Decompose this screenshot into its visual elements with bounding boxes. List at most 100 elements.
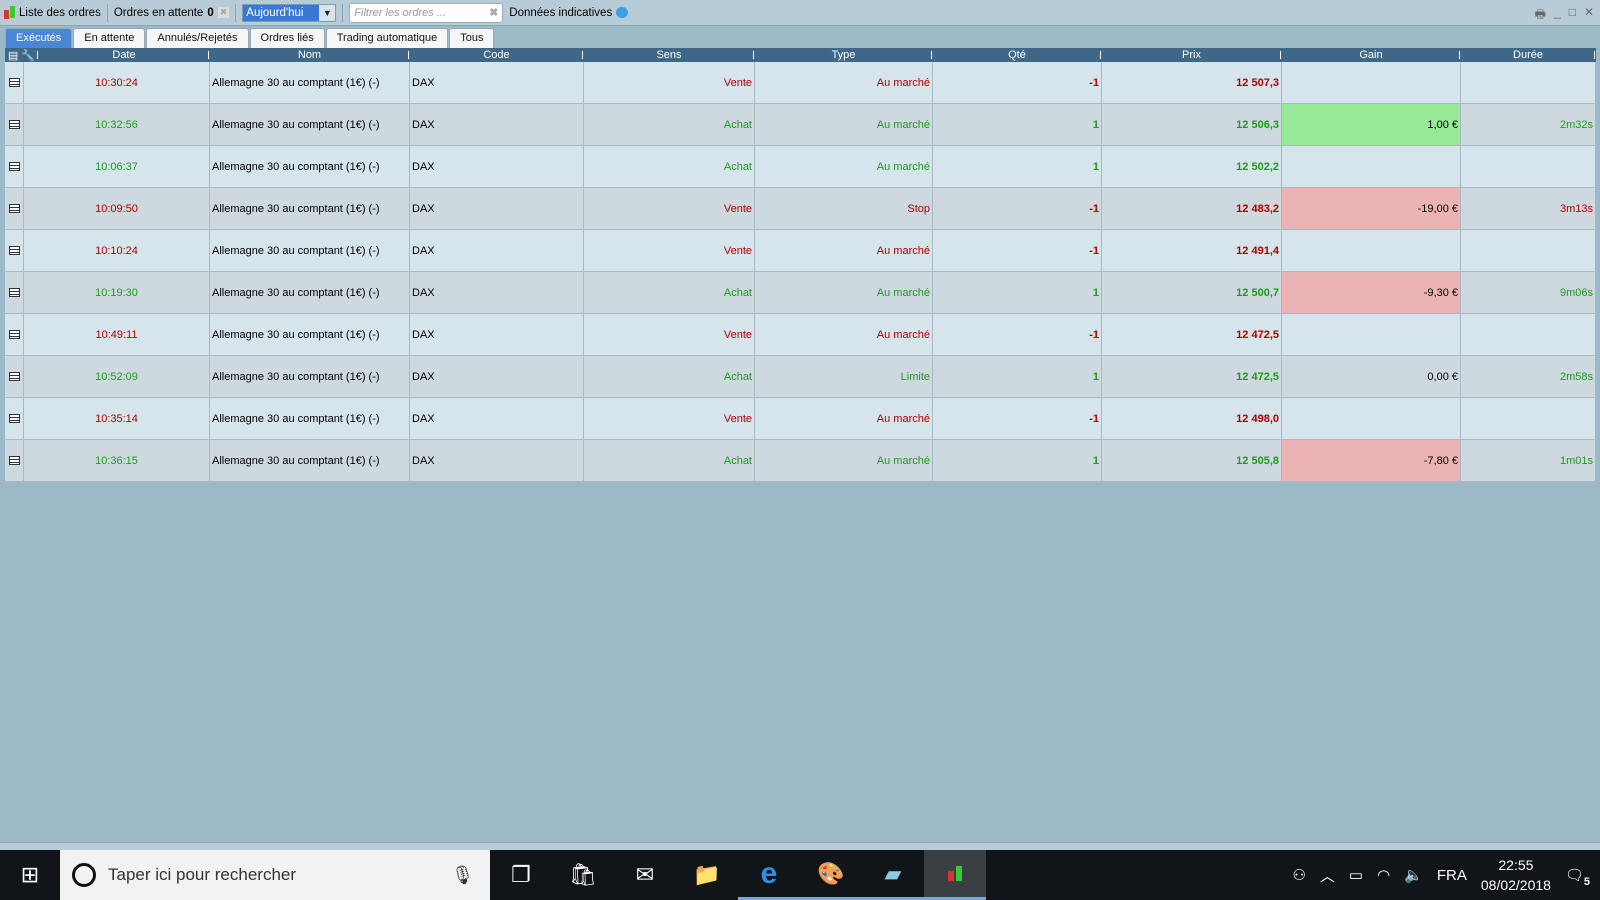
cell-gain xyxy=(1282,230,1461,271)
cell-sens: Vente xyxy=(584,398,755,439)
cell-date: 10:35:14 xyxy=(24,398,210,439)
indicative-data-label: Données indicatives xyxy=(509,6,613,19)
column-header-prix[interactable]: Prix xyxy=(1102,48,1282,62)
table-row[interactable]: 10:19:30 Allemagne 30 au comptant (1€) (-… xyxy=(5,272,1596,314)
cell-prix: 12 483,2 xyxy=(1102,188,1282,229)
cell-date: 10:49:11 xyxy=(24,314,210,355)
cell-type: Au marché xyxy=(755,230,933,271)
cell-type: Au marché xyxy=(755,440,933,481)
order-detail-icon[interactable] xyxy=(5,104,24,145)
cell-code: DAX xyxy=(410,314,584,355)
file-explorer-icon[interactable]: 📁 xyxy=(693,862,721,887)
table-row[interactable]: 10:36:15 Allemagne 30 au comptant (1€) (-… xyxy=(5,440,1596,482)
notes-app-icon[interactable]: ▰ xyxy=(862,850,924,900)
wifi-icon[interactable]: ◠ xyxy=(1377,867,1391,884)
windows-start-icon[interactable]: ⊞ xyxy=(20,862,40,887)
people-icon[interactable]: ⚇ xyxy=(1292,867,1306,884)
pending-orders-label: Ordres en attente xyxy=(113,6,204,19)
order-detail-icon[interactable] xyxy=(5,356,24,397)
tab-en-attente[interactable]: En attente xyxy=(73,28,146,48)
cell-code: DAX xyxy=(410,146,584,187)
column-header-code[interactable]: Code xyxy=(410,48,584,62)
order-detail-icon[interactable] xyxy=(5,398,24,439)
edge-icon[interactable]: e xyxy=(738,850,800,900)
order-detail-icon[interactable] xyxy=(5,272,24,313)
column-header-gain[interactable]: Gain xyxy=(1282,48,1461,62)
column-header-nom[interactable]: Nom xyxy=(210,48,410,62)
cell-prix: 12 500,7 xyxy=(1102,272,1282,313)
table-row[interactable]: 10:09:50 Allemagne 30 au comptant (1€) (-… xyxy=(5,188,1596,230)
cell-code: DAX xyxy=(410,440,584,481)
cell-nom: Allemagne 30 au comptant (1€) (-) xyxy=(210,188,410,229)
filter-placeholder: Filtrer les ordres ... xyxy=(354,6,446,19)
tab-annules-rejetes[interactable]: Annulés/Rejetés xyxy=(146,28,249,48)
chevron-up-icon[interactable]: ︿ xyxy=(1319,867,1335,885)
store-icon[interactable]: 🛍 xyxy=(569,862,597,887)
pending-orders[interactable]: Ordres en attente 0 ✖ xyxy=(113,6,230,19)
column-header-duree[interactable]: Durée xyxy=(1461,48,1596,62)
language-indicator[interactable]: FRA xyxy=(1436,866,1467,884)
cell-type: Au marché xyxy=(755,398,933,439)
chevron-down-icon[interactable]: ▼ xyxy=(319,4,336,21)
volume-icon[interactable]: 🔈 xyxy=(1404,867,1423,884)
maximize-icon[interactable]: □ xyxy=(1568,5,1576,19)
period-select[interactable]: Aujourd'hui ▼ xyxy=(242,3,337,22)
candlestick-icon xyxy=(4,6,15,19)
order-detail-icon[interactable] xyxy=(5,146,24,187)
minimize-icon[interactable]: _ xyxy=(1554,5,1561,19)
cell-code: DAX xyxy=(410,230,584,271)
mail-icon[interactable]: ✉ xyxy=(635,862,655,887)
taskbar-search[interactable]: Taper ici pour rechercher 🎙 xyxy=(60,850,490,900)
cell-qte: 1 xyxy=(933,440,1102,481)
cell-code: DAX xyxy=(410,62,584,103)
filter-input[interactable]: Filtrer les ordres ... ✖ xyxy=(349,2,504,23)
column-header-sens[interactable]: Sens xyxy=(584,48,755,62)
table-row[interactable]: 10:52:09 Allemagne 30 au comptant (1€) (-… xyxy=(5,356,1596,398)
task-view-icon[interactable]: ❐ xyxy=(511,862,531,887)
cell-date: 10:10:24 xyxy=(24,230,210,271)
table-row[interactable]: 10:06:37 Allemagne 30 au comptant (1€) (-… xyxy=(5,146,1596,188)
notification-count: 5 xyxy=(1583,876,1590,888)
order-detail-icon[interactable] xyxy=(5,62,24,103)
cell-qte: -1 xyxy=(933,62,1102,103)
cell-prix: 12 506,3 xyxy=(1102,104,1282,145)
info-bubble-icon[interactable] xyxy=(616,7,629,18)
horizontal-scrollbar[interactable] xyxy=(0,842,1600,850)
cell-code: DAX xyxy=(410,398,584,439)
period-value: Aujourd'hui xyxy=(246,6,304,19)
cell-qte: 1 xyxy=(933,146,1102,187)
tab-trading-automatique[interactable]: Trading automatique xyxy=(325,28,449,48)
column-header-qte[interactable]: Qté xyxy=(933,48,1102,62)
notification-center-icon[interactable]: 🗨 5 xyxy=(1564,867,1590,888)
cell-nom: Allemagne 30 au comptant (1€) (-) xyxy=(210,104,410,145)
paint-icon[interactable]: 🎨 xyxy=(800,850,862,900)
clear-filter-icon[interactable]: ✖ xyxy=(489,6,499,19)
clock[interactable]: 22:55 08/02/2018 xyxy=(1481,855,1551,895)
table-row[interactable]: 10:35:14 Allemagne 30 au comptant (1€) (-… xyxy=(5,398,1596,440)
tab-executes[interactable]: Exécutés xyxy=(5,28,73,48)
order-detail-icon[interactable] xyxy=(5,440,24,481)
order-detail-icon[interactable] xyxy=(5,230,24,271)
close-icon[interactable]: ✕ xyxy=(1583,5,1594,19)
column-header-type[interactable]: Type xyxy=(755,48,933,62)
clock-time: 22:55 xyxy=(1498,857,1534,873)
table-row[interactable]: 10:49:11 Allemagne 30 au comptant (1€) (-… xyxy=(5,314,1596,356)
table-row[interactable]: 10:30:24 Allemagne 30 au comptant (1€) (-… xyxy=(5,62,1596,104)
microphone-icon[interactable]: 🎙 xyxy=(451,864,474,885)
document-icon xyxy=(8,120,20,129)
table-row[interactable]: 10:10:24 Allemagne 30 au comptant (1€) (-… xyxy=(5,230,1596,272)
cell-qte: -1 xyxy=(933,188,1102,229)
clear-pending-icon[interactable]: ✖ xyxy=(217,7,230,18)
table-row[interactable]: 10:32:56 Allemagne 30 au comptant (1€) (-… xyxy=(5,104,1596,146)
trading-app-icon[interactable] xyxy=(924,850,986,900)
tab-ordres-lies[interactable]: Ordres liés xyxy=(249,28,325,48)
battery-icon[interactable]: ▭ xyxy=(1348,867,1364,884)
cell-type: Au marché xyxy=(755,62,933,103)
column-header-date[interactable]: Date xyxy=(39,48,210,62)
column-settings-icon[interactable]: ▤ 🔧 xyxy=(5,48,39,62)
order-detail-icon[interactable] xyxy=(5,188,24,229)
tab-tous[interactable]: Tous xyxy=(449,28,495,48)
order-detail-icon[interactable] xyxy=(5,314,24,355)
print-icon[interactable]: 🖶 xyxy=(1534,7,1546,21)
taskbar: ⊞ Taper ici pour rechercher 🎙 ❐ 🛍 ✉ 📁 e … xyxy=(0,850,1600,900)
